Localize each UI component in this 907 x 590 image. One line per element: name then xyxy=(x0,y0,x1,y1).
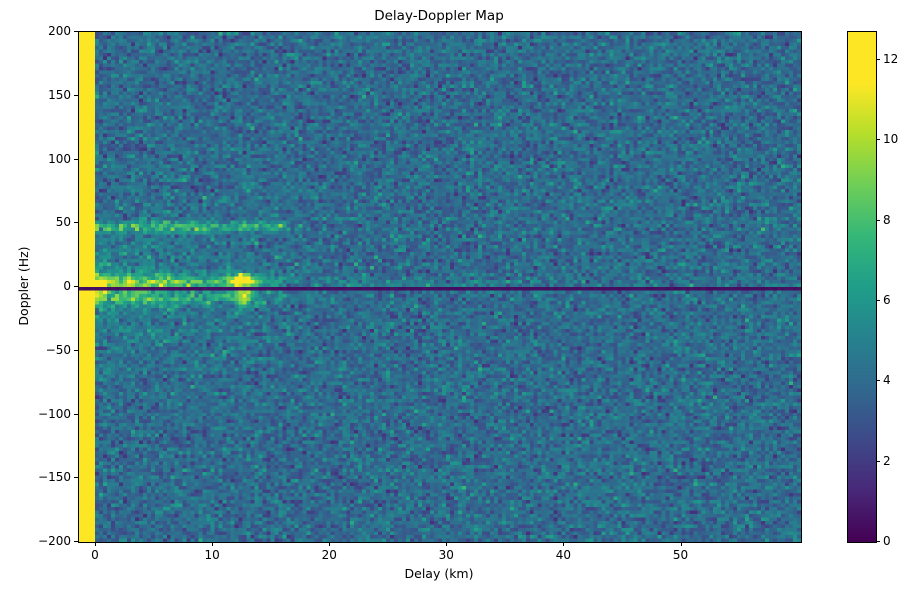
x-tick-label: 40 xyxy=(555,548,572,562)
colorbar-tick-label: 4 xyxy=(883,373,891,388)
y-tick-label: 100 xyxy=(48,151,71,166)
y-tick-label: −50 xyxy=(45,342,71,357)
y-tick-label: 150 xyxy=(48,87,71,102)
colorbar-tick-mark xyxy=(876,460,880,462)
y-tick-mark xyxy=(74,477,78,479)
y-tick-label: −200 xyxy=(38,534,71,548)
y-tick-label: 200 xyxy=(48,24,71,38)
x-tick-mark xyxy=(212,542,214,546)
x-tick-label: 50 xyxy=(672,548,689,562)
colorbar-tick-label: 6 xyxy=(883,293,891,308)
x-tick-mark xyxy=(680,542,682,546)
x-tick-label: 10 xyxy=(204,548,220,562)
colorbar-tick-label: 10 xyxy=(883,132,899,147)
page-title: Delay-Doppler Map xyxy=(374,8,504,24)
colorbar xyxy=(847,31,877,543)
y-tick-label: 50 xyxy=(55,215,71,230)
colorbar-gradient xyxy=(848,32,876,542)
y-tick-mark xyxy=(74,222,78,224)
colorbar-tick-mark xyxy=(876,300,880,302)
y-tick-mark xyxy=(74,158,78,160)
colorbar-tick-label: 2 xyxy=(883,453,891,468)
heatmap-axes xyxy=(78,31,802,543)
y-tick-label: 0 xyxy=(63,279,71,293)
x-tick-mark xyxy=(563,542,565,546)
y-tick-mark xyxy=(74,94,78,96)
y-tick-label: −100 xyxy=(38,406,71,421)
y-tick-mark xyxy=(74,31,78,32)
x-tick-label: 30 xyxy=(438,548,454,562)
colorbar-tick-label: 8 xyxy=(883,212,891,227)
colorbar-tick-label: 0 xyxy=(883,534,891,548)
colorbar-tick-mark xyxy=(876,59,880,61)
y-tick-mark xyxy=(74,349,78,351)
x-tick-label: 20 xyxy=(321,548,337,562)
y-tick-mark xyxy=(74,413,78,415)
y-tick-label: −150 xyxy=(38,470,71,485)
colorbar-tick-label: 12 xyxy=(883,52,899,67)
y-tick-mark xyxy=(74,541,78,542)
x-tick-label: 0 xyxy=(91,548,99,562)
y-tick-mark xyxy=(74,286,78,287)
delay-doppler-heatmap xyxy=(79,32,801,542)
x-tick-mark xyxy=(94,542,96,546)
y-axis-title: Doppler (Hz) xyxy=(16,246,31,326)
colorbar-tick-mark xyxy=(876,139,880,141)
x-axis-title: Delay (km) xyxy=(404,566,474,581)
colorbar-tick-mark xyxy=(876,541,880,542)
x-tick-mark xyxy=(329,542,331,546)
x-tick-mark xyxy=(446,542,448,546)
colorbar-tick-mark xyxy=(876,219,880,221)
colorbar-tick-mark xyxy=(876,380,880,382)
